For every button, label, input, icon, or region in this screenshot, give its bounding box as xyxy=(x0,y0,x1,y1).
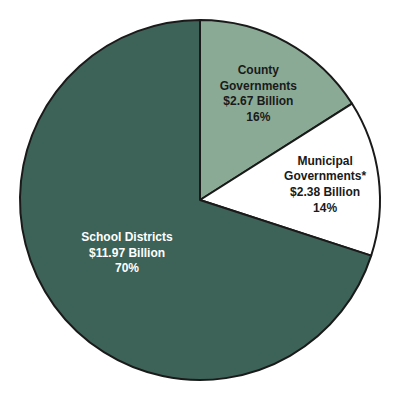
svg-text:MunicipalGovernments*$2.38 Bil: MunicipalGovernments*$2.38 Billion14% xyxy=(284,154,366,215)
svg-text:CountyGovernments$2.67 Billion: CountyGovernments$2.67 Billion16% xyxy=(220,63,298,124)
svg-text:School Districts$11.97 Billion: School Districts$11.97 Billion70% xyxy=(81,230,173,275)
